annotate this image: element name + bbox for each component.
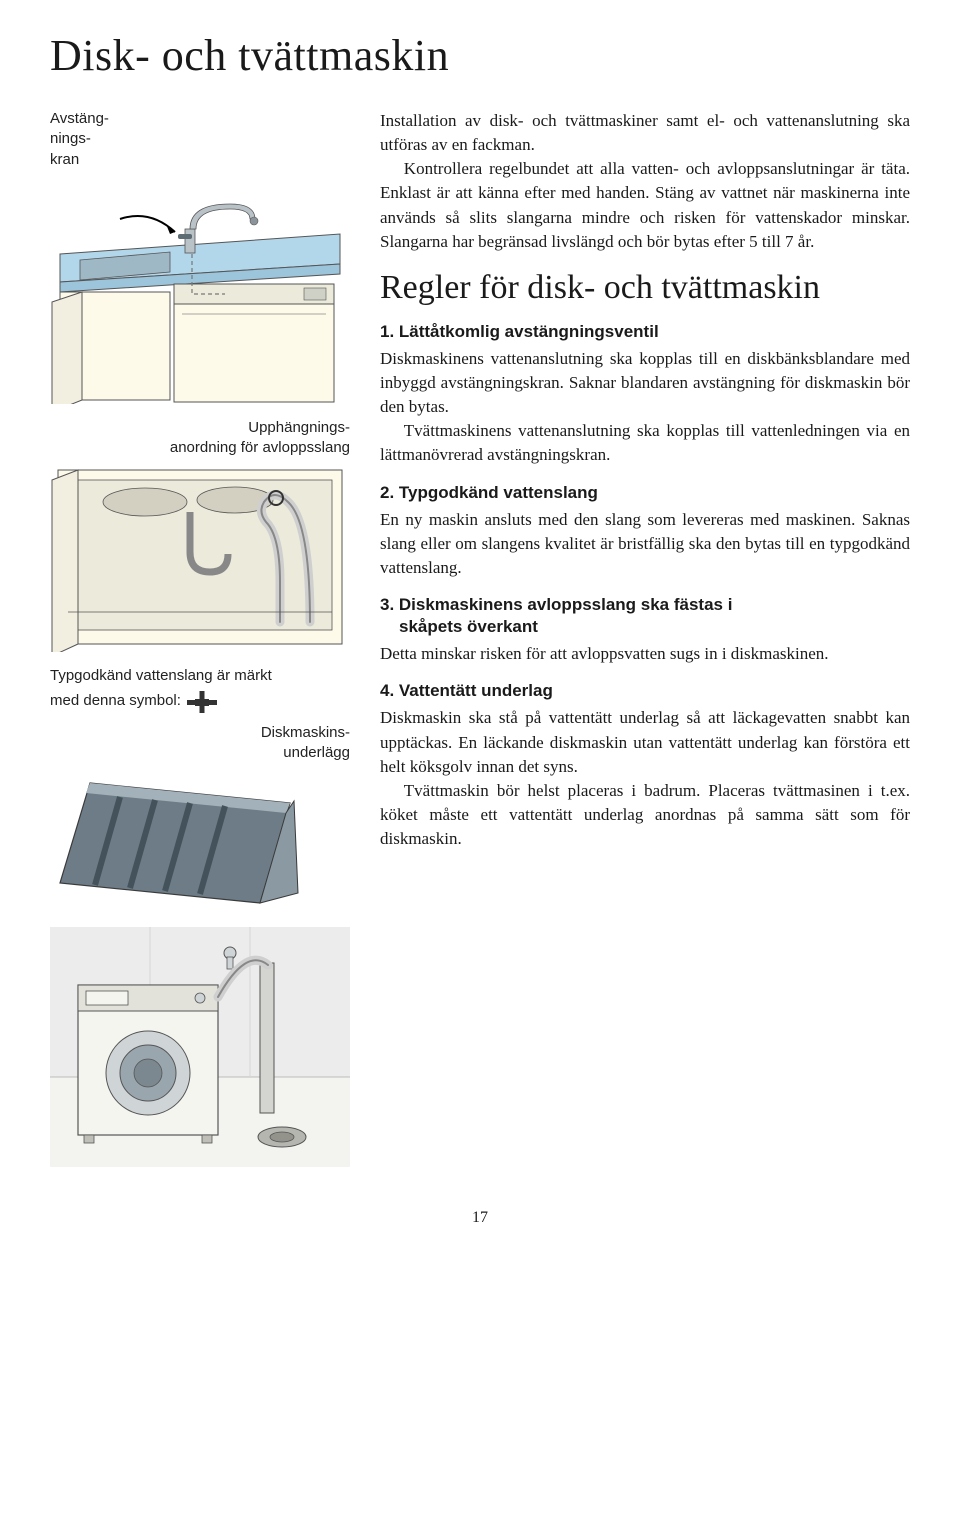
fig-sink-dishwasher	[50, 174, 350, 404]
rule-3-heading: 3. Diskmaskinens avloppsslang ska fästas…	[380, 594, 910, 638]
rule-1-heading: 1. Lättåtkomlig avstängningsventil	[380, 321, 910, 343]
kintrol-icon	[187, 691, 217, 713]
rule-3-para-1: Detta minskar risken för att avloppsvatt…	[380, 642, 910, 666]
intro-para-1: Installation av disk- och tvättmaskiner …	[380, 109, 910, 157]
fig-underlay-mat	[50, 763, 350, 913]
rule-4-para-2: Tvättmaskin bör helst placeras i badrum.…	[380, 779, 910, 851]
fig3-caption-line2: med denna symbol:	[50, 691, 181, 711]
rules-heading: Regler för disk- och tvättmaskin	[380, 268, 910, 307]
fig3-caption-line1: Typgodkänd vattenslang är märkt	[50, 666, 272, 686]
rule-2-para-1: En ny maskin ansluts med den slang som l…	[380, 508, 910, 580]
rule-1-para-1: Diskmaskinens vattenanslutning ska koppl…	[380, 347, 910, 419]
page-title: Disk- och tvättmaskin	[50, 30, 910, 81]
rule-4-para-1: Diskmaskin ska stå på vattentätt underla…	[380, 706, 910, 778]
fig1-caption: Avstäng- nings- kran	[50, 109, 350, 170]
fig4-caption: Diskmaskins- underlägg	[50, 723, 350, 764]
rule-1-para-2: Tvättmaskinens vattenanslutning ska kopp…	[380, 419, 910, 467]
rule-4-heading: 4. Vattentätt underlag	[380, 680, 910, 702]
fig-washing-machine	[50, 927, 350, 1167]
fig2-caption: Upphängnings- anordning för avloppsslang	[50, 418, 350, 459]
rule-3-heading-line2: skåpets överkant	[380, 616, 910, 638]
rule-3-heading-line1: 3. Diskmaskinens avloppsslang ska fästas…	[380, 595, 732, 614]
figure-column: Avstäng- nings- kran	[50, 109, 350, 1181]
fig-undersink-hose	[50, 462, 350, 652]
intro-para-2: Kontrollera regelbundet att alla vatten-…	[380, 157, 910, 254]
page-number: 17	[50, 1209, 910, 1227]
text-column: Installation av disk- och tvättmaskiner …	[380, 109, 910, 1181]
fig3-caption-row: Typgodkänd vattenslang är märkt med denn…	[50, 666, 350, 716]
rule-2-heading: 2. Typgodkänd vattenslang	[380, 482, 910, 504]
